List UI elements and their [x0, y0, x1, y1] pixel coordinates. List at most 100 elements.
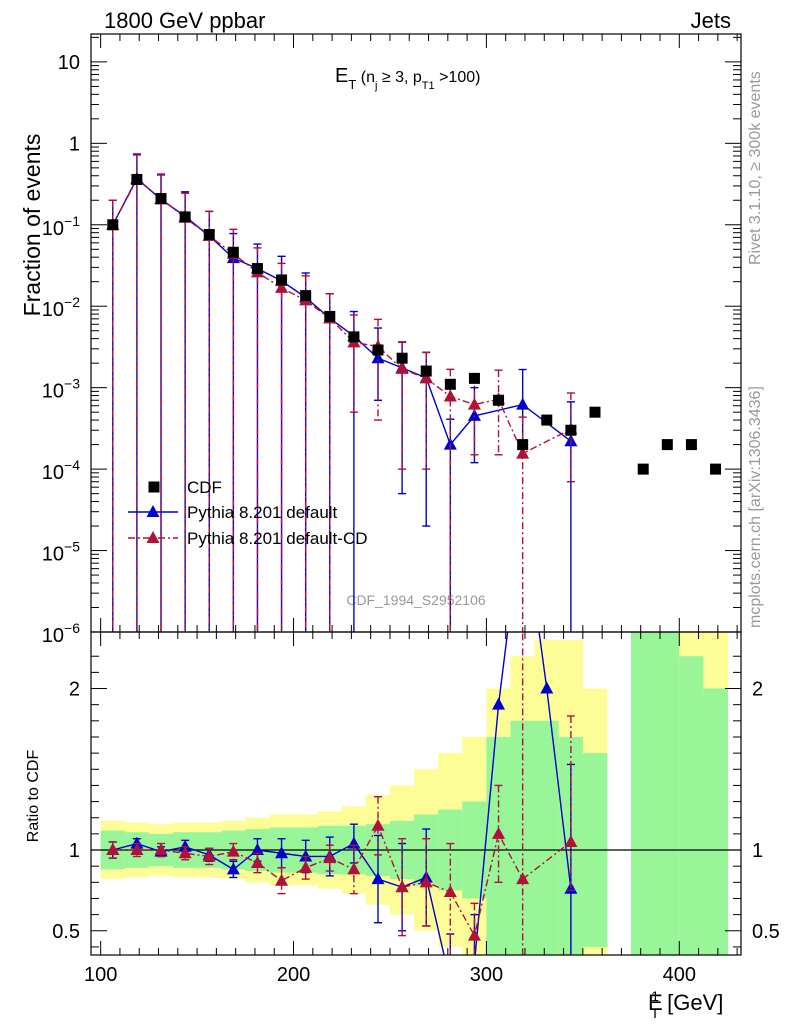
y-tick-label: 10−5 — [42, 539, 80, 566]
default-cd-ratio-point — [516, 872, 530, 885]
default-point — [467, 408, 481, 421]
data-point — [179, 211, 191, 223]
data-point — [251, 263, 263, 275]
data-point — [227, 246, 239, 258]
data-point — [710, 463, 722, 475]
ratio-plot-area — [91, 632, 741, 955]
band-inner — [655, 632, 680, 955]
legend-label: Pythia 8.201 default — [187, 503, 338, 522]
default-ratio-point — [178, 839, 192, 852]
data-point — [661, 439, 673, 451]
default-cd-ratio-point — [467, 928, 481, 941]
data-point — [372, 344, 384, 356]
default-cd-ratio-point — [275, 873, 289, 886]
data-point — [276, 274, 288, 286]
default-cd-ratio-point — [347, 862, 361, 875]
data-point — [444, 378, 456, 390]
band-inner — [703, 688, 728, 955]
data-point — [131, 173, 143, 185]
default-ratio-point — [226, 862, 240, 875]
rivet-version-label: Rivet 3.1.10, ≥ 300k events — [747, 71, 764, 265]
x-tick-label: 200 — [277, 964, 310, 986]
y-tick-label: 10−3 — [42, 376, 80, 403]
y-tick-label: 10−6 — [42, 620, 80, 647]
y-tick-label: 1 — [69, 133, 80, 155]
data-point — [300, 290, 312, 302]
default-cd-ratio-point — [106, 843, 120, 856]
default-cd-point — [275, 280, 289, 293]
data-point — [420, 365, 432, 377]
legend-label: Pythia 8.201 default-CD — [187, 529, 368, 548]
default-cd-ratio-point — [564, 834, 578, 847]
default-cd-ratio-point — [323, 851, 337, 864]
data-point — [324, 310, 336, 322]
data-point — [517, 439, 529, 451]
default-cd-ratio-point — [130, 843, 144, 856]
legend-default-cd-marker — [146, 531, 160, 543]
process-label: 1800 GeV ppbar — [104, 8, 265, 33]
ratio-y-tick-label-right: 2 — [752, 679, 763, 701]
data-point — [396, 352, 408, 364]
ratio-y-tick-label-right: 1 — [752, 840, 763, 862]
x-tick-label: 100 — [84, 964, 117, 986]
plot-title: ET (nj ≥ 3, pT1 >100) — [335, 65, 480, 92]
ratio-frame — [90, 631, 742, 956]
ratio-y-tick-label: 1 — [69, 840, 80, 862]
analysis-id: CDF_1994_S2952106 — [346, 592, 486, 608]
data-point — [541, 414, 553, 426]
data-point — [637, 463, 649, 475]
y-tick-label: 10−2 — [42, 294, 80, 321]
main-y-axis-label: Fraction of events — [19, 134, 45, 317]
default-ratio-point — [492, 697, 506, 710]
default-ratio-point — [371, 872, 385, 885]
data-point — [348, 331, 360, 343]
default-cd-ratio-point — [299, 860, 313, 873]
default-cd-ratio-point — [492, 826, 506, 839]
ratio-y-axis-label: Ratio to CDF — [25, 750, 42, 843]
data-point — [565, 424, 577, 436]
main-plot-area — [106, 153, 722, 632]
legend: CDF Pythia 8.201 default Pythia 8.201 defa… — [128, 478, 368, 548]
default-point — [516, 397, 530, 410]
default-cd-point — [395, 361, 409, 374]
data-point — [203, 228, 215, 240]
default-cd-point — [516, 446, 530, 459]
default-ratio-point — [130, 836, 144, 849]
default-cd-ratio-point — [154, 843, 168, 856]
data-point — [107, 219, 119, 231]
x-axis-label: ET1 [GeV] — [648, 988, 723, 1021]
default-cd-point — [443, 389, 457, 402]
default-cd-ratio-point — [371, 818, 385, 831]
source-label: mcplots.cern.ch [arXiv:1306.3436] — [747, 386, 764, 628]
default-cd-ratio-point — [178, 846, 192, 859]
default-ratio-point — [299, 849, 313, 862]
default-cd-ratio-point — [395, 880, 409, 893]
y-tick-label: 10 — [58, 52, 80, 74]
default-cd-ratio-point — [419, 875, 433, 888]
default-cd-point — [467, 397, 481, 410]
data-point — [589, 406, 601, 418]
category-label: Jets — [691, 8, 731, 33]
band-inner — [679, 656, 704, 955]
y-tick-label: 10−1 — [42, 213, 80, 240]
default-ratio-point — [540, 681, 554, 694]
legend-default-marker — [146, 505, 160, 517]
default-point — [443, 437, 457, 450]
x-tick-label: 300 — [470, 964, 503, 986]
ratio-uncertainty-bands — [100, 632, 728, 955]
legend-label: CDF — [187, 478, 222, 497]
y-tick-label: 10−4 — [42, 457, 80, 484]
default-ratio-point — [275, 846, 289, 859]
x-tick-label: 400 — [663, 964, 696, 986]
ratio-y-tick-label: 2 — [69, 679, 80, 701]
default-cd-point — [419, 371, 433, 384]
default-cd-ratio-point — [226, 844, 240, 857]
ratio-y-tick-label: 0.5 — [52, 921, 80, 943]
default-ratio-point — [250, 843, 264, 856]
axes: 100 200 300 400 10−6 10−5 10−4 10−3 10−2 10−1 1 10 0… — [42, 33, 780, 986]
default-cd-ratio-point — [250, 855, 264, 868]
default-cd-ratio-point — [443, 885, 457, 898]
ratio-y-tick-label-right: 0.5 — [752, 921, 780, 943]
